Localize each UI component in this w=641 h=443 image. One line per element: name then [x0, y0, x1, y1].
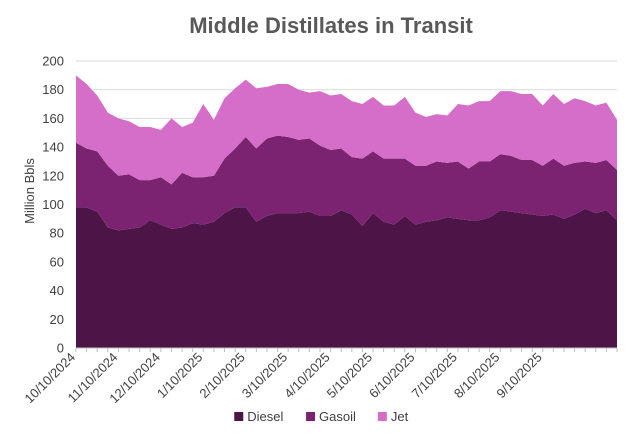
area-gasoil — [76, 135, 617, 231]
legend-swatch-gasoil — [306, 412, 316, 421]
area-jet — [76, 75, 617, 185]
y-tick-label: 140 — [42, 140, 64, 155]
legend-swatch-jet — [377, 412, 387, 421]
legend-label-gasoil: Gasoil — [319, 409, 356, 424]
legend-swatch-diesel — [234, 412, 244, 421]
y-tick-label: 40 — [50, 283, 64, 298]
stacked-areas — [76, 75, 617, 348]
y-tick-label: 100 — [42, 197, 64, 212]
legend: Diesel Gasoil Jet — [234, 409, 409, 424]
y-tick-label: 200 — [42, 54, 64, 69]
y-tick-label: 80 — [50, 226, 64, 241]
area-diesel — [76, 207, 617, 348]
y-tick-label: 0 — [57, 341, 64, 356]
legend-label-jet: Jet — [391, 409, 409, 424]
y-tick-label: 120 — [42, 168, 64, 183]
y-tick-label: 160 — [42, 111, 64, 126]
axes — [75, 347, 618, 352]
y-tick-label: 180 — [42, 82, 64, 97]
y-tick-label: 20 — [50, 312, 64, 327]
chart-title: Middle Distillates in Transit — [189, 13, 473, 38]
y-tick-label: 60 — [50, 254, 64, 269]
y-tick-labels: 0 20 40 60 80 100 120 140 160 180 200 — [42, 54, 64, 356]
y-axis-label: Million Bbls — [22, 158, 37, 224]
legend-label-diesel: Diesel — [247, 409, 283, 424]
